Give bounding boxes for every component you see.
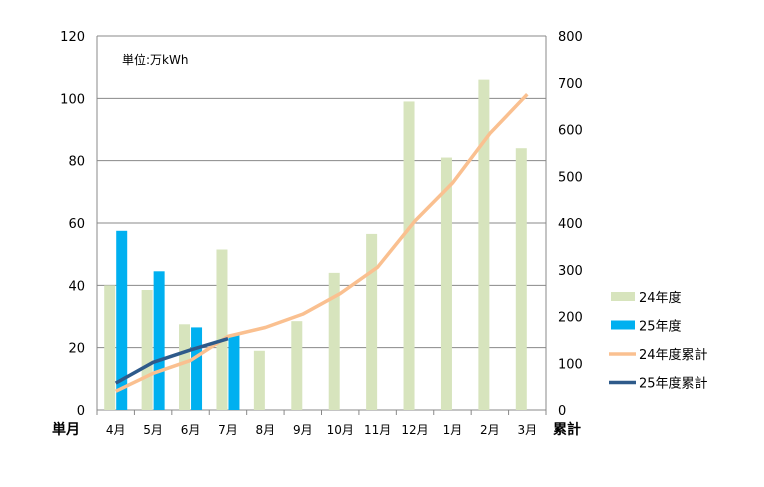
- line-24年度累計: [114, 92, 529, 393]
- legend-label: 25年度累計: [639, 376, 708, 392]
- right-tick-label: 0: [558, 404, 566, 419]
- right-tick-label: 700: [558, 77, 583, 92]
- x-tick-label: 2月: [480, 423, 500, 437]
- left-tick-label: 20: [68, 342, 85, 357]
- x-tick-label: 11月: [364, 423, 391, 437]
- right-tick-label: 300: [558, 264, 583, 279]
- bar-24年度: [179, 324, 191, 410]
- legend-label: 24年度: [639, 290, 682, 306]
- bar-24年度: [291, 321, 303, 410]
- right-tick-label: 500: [558, 170, 583, 185]
- legend-label: 24年度累計: [639, 347, 708, 363]
- left-tick-label: 100: [60, 92, 85, 107]
- x-tick-label: 3月: [517, 423, 537, 437]
- x-tick-label: 1月: [443, 423, 463, 437]
- bar-24年度: [328, 272, 340, 410]
- bar-24年度: [141, 290, 153, 410]
- left-tick-label: 80: [68, 155, 85, 170]
- y-right-label: 累計: [553, 421, 581, 438]
- x-tick-label: 5月: [143, 423, 163, 437]
- x-tick-label: 12月: [401, 423, 428, 437]
- x-tick-label: 10月: [327, 423, 354, 437]
- x-left-label: 単月: [52, 421, 80, 438]
- left-tick-label: 0: [77, 404, 85, 419]
- right-tick-label: 600: [558, 124, 583, 139]
- right-tick-label: 800: [558, 30, 583, 45]
- line-25年度累計: [114, 337, 229, 385]
- bar-24年度: [440, 157, 452, 410]
- x-tick-label: 4月: [106, 423, 126, 437]
- x-tick-label: 8月: [256, 423, 276, 437]
- bar-24年度: [104, 285, 116, 410]
- left-tick-label: 60: [68, 217, 85, 232]
- bar-24年度: [403, 101, 415, 410]
- left-tick-label: 40: [68, 279, 85, 294]
- bar-25年度: [191, 327, 203, 410]
- bar-24年度: [366, 233, 378, 410]
- bar-24年度: [216, 249, 228, 410]
- x-tick-label: 7月: [218, 423, 238, 437]
- bar-25年度: [116, 230, 128, 410]
- left-tick-label: 120: [60, 30, 85, 45]
- legend-swatch: [611, 292, 635, 301]
- x-tick-label: 9月: [293, 423, 313, 437]
- right-tick-label: 100: [558, 357, 583, 372]
- legend-label: 25年度: [639, 319, 682, 335]
- right-tick-label: 200: [558, 311, 583, 326]
- legend-swatch: [611, 320, 635, 330]
- bar-24年度: [253, 350, 265, 410]
- bar-25年度: [228, 335, 240, 410]
- bar-24年度: [515, 148, 527, 410]
- unit-note: 単位:万kWh: [122, 52, 188, 67]
- x-tick-label: 6月: [181, 423, 201, 437]
- right-tick-label: 400: [558, 217, 583, 232]
- bar-24年度: [478, 79, 490, 410]
- bar-25年度: [153, 271, 165, 410]
